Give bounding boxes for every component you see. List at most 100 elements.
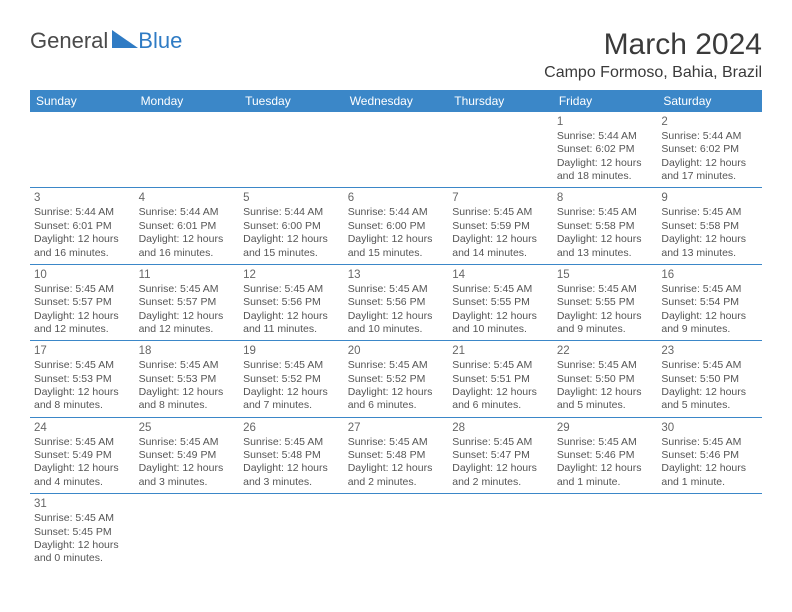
- day-info-line: Sunrise: 5:45 AM: [557, 206, 654, 219]
- day-info-line: and 4 minutes.: [34, 476, 131, 489]
- day-info-line: Sunrise: 5:45 AM: [557, 436, 654, 449]
- day-info-line: Sunrise: 5:45 AM: [139, 359, 236, 372]
- day-info-line: Daylight: 12 hours: [34, 539, 131, 552]
- day-info-line: Sunset: 5:47 PM: [452, 449, 549, 462]
- calendar-cell: 27Sunrise: 5:45 AMSunset: 5:48 PMDayligh…: [344, 417, 449, 493]
- day-info-line: Daylight: 12 hours: [452, 310, 549, 323]
- day-info-line: and 16 minutes.: [139, 247, 236, 260]
- day-info-line: Daylight: 12 hours: [348, 310, 445, 323]
- calendar-row: 1Sunrise: 5:44 AMSunset: 6:02 PMDaylight…: [30, 112, 762, 188]
- day-number: 16: [661, 268, 758, 283]
- day-info-line: Daylight: 12 hours: [452, 233, 549, 246]
- day-info-line: Sunset: 5:48 PM: [348, 449, 445, 462]
- calendar-cell: 23Sunrise: 5:45 AMSunset: 5:50 PMDayligh…: [657, 341, 762, 417]
- calendar-cell: 1Sunrise: 5:44 AMSunset: 6:02 PMDaylight…: [553, 112, 658, 188]
- day-info-line: Daylight: 12 hours: [348, 233, 445, 246]
- day-info-line: Daylight: 12 hours: [557, 310, 654, 323]
- day-info-line: and 7 minutes.: [243, 399, 340, 412]
- title-block: March 2024 Campo Formoso, Bahia, Brazil: [544, 28, 762, 82]
- day-info-line: Sunrise: 5:45 AM: [139, 283, 236, 296]
- logo: General Blue: [30, 28, 182, 54]
- day-info-line: Sunrise: 5:45 AM: [348, 283, 445, 296]
- day-info-line: Daylight: 12 hours: [34, 233, 131, 246]
- calendar-cell: 25Sunrise: 5:45 AMSunset: 5:49 PMDayligh…: [135, 417, 240, 493]
- day-info-line: Sunset: 5:52 PM: [243, 373, 340, 386]
- calendar-cell: 14Sunrise: 5:45 AMSunset: 5:55 PMDayligh…: [448, 264, 553, 340]
- day-number: 31: [34, 497, 131, 512]
- day-info-line: and 12 minutes.: [34, 323, 131, 336]
- day-info-line: Sunset: 6:00 PM: [243, 220, 340, 233]
- day-info-line: Sunrise: 5:45 AM: [243, 436, 340, 449]
- calendar-cell: 26Sunrise: 5:45 AMSunset: 5:48 PMDayligh…: [239, 417, 344, 493]
- calendar-cell: 30Sunrise: 5:45 AMSunset: 5:46 PMDayligh…: [657, 417, 762, 493]
- calendar-cell-empty: [239, 494, 344, 570]
- calendar-row: 24Sunrise: 5:45 AMSunset: 5:49 PMDayligh…: [30, 417, 762, 493]
- day-info-line: Sunset: 6:01 PM: [139, 220, 236, 233]
- topbar: General Blue March 2024 Campo Formoso, B…: [30, 28, 762, 82]
- day-number: 29: [557, 421, 654, 436]
- day-info-line: Sunset: 5:58 PM: [661, 220, 758, 233]
- day-info-line: Sunrise: 5:45 AM: [348, 436, 445, 449]
- calendar-cell-empty: [448, 494, 553, 570]
- day-info-line: Daylight: 12 hours: [557, 157, 654, 170]
- day-info-line: Daylight: 12 hours: [452, 462, 549, 475]
- day-info-line: Sunset: 5:58 PM: [557, 220, 654, 233]
- day-info-line: Daylight: 12 hours: [139, 462, 236, 475]
- day-number: 7: [452, 191, 549, 206]
- day-info-line: and 8 minutes.: [139, 399, 236, 412]
- day-info-line: Sunrise: 5:45 AM: [452, 206, 549, 219]
- day-info-line: Sunrise: 5:45 AM: [452, 436, 549, 449]
- day-info-line: and 11 minutes.: [243, 323, 340, 336]
- day-info-line: and 0 minutes.: [34, 552, 131, 565]
- day-info-line: Sunset: 6:02 PM: [557, 143, 654, 156]
- day-info-line: Daylight: 12 hours: [243, 310, 340, 323]
- calendar-cell-empty: [135, 112, 240, 188]
- day-info-line: Sunset: 5:56 PM: [348, 296, 445, 309]
- weekday-header: Wednesday: [344, 90, 449, 112]
- calendar-cell-empty: [135, 494, 240, 570]
- weekday-header: Sunday: [30, 90, 135, 112]
- day-info-line: and 5 minutes.: [557, 399, 654, 412]
- day-info-line: Sunrise: 5:45 AM: [661, 359, 758, 372]
- day-info-line: and 12 minutes.: [139, 323, 236, 336]
- day-info-line: Sunrise: 5:44 AM: [139, 206, 236, 219]
- day-info-line: Sunset: 5:57 PM: [139, 296, 236, 309]
- day-info-line: Daylight: 12 hours: [139, 386, 236, 399]
- day-info-line: Sunset: 5:50 PM: [557, 373, 654, 386]
- day-info-line: Daylight: 12 hours: [557, 386, 654, 399]
- day-info-line: Daylight: 12 hours: [139, 310, 236, 323]
- calendar-row: 31Sunrise: 5:45 AMSunset: 5:45 PMDayligh…: [30, 494, 762, 570]
- day-info-line: Daylight: 12 hours: [348, 462, 445, 475]
- day-number: 25: [139, 421, 236, 436]
- day-number: 13: [348, 268, 445, 283]
- day-number: 15: [557, 268, 654, 283]
- day-info-line: Sunrise: 5:44 AM: [557, 130, 654, 143]
- day-info-line: and 6 minutes.: [452, 399, 549, 412]
- day-number: 18: [139, 344, 236, 359]
- day-info-line: Sunset: 5:53 PM: [34, 373, 131, 386]
- day-info-line: Sunset: 5:51 PM: [452, 373, 549, 386]
- day-number: 3: [34, 191, 131, 206]
- day-info-line: Sunrise: 5:44 AM: [661, 130, 758, 143]
- day-info-line: Sunrise: 5:44 AM: [243, 206, 340, 219]
- calendar-cell: 20Sunrise: 5:45 AMSunset: 5:52 PMDayligh…: [344, 341, 449, 417]
- day-info-line: Sunrise: 5:45 AM: [348, 359, 445, 372]
- day-info-line: Daylight: 12 hours: [348, 386, 445, 399]
- day-info-line: Sunrise: 5:45 AM: [661, 206, 758, 219]
- day-info-line: Sunset: 5:55 PM: [557, 296, 654, 309]
- page-title: March 2024: [544, 28, 762, 62]
- day-info-line: Daylight: 12 hours: [557, 233, 654, 246]
- day-info-line: Sunrise: 5:44 AM: [348, 206, 445, 219]
- day-number: 5: [243, 191, 340, 206]
- weekday-header: Thursday: [448, 90, 553, 112]
- page-subtitle: Campo Formoso, Bahia, Brazil: [544, 64, 762, 82]
- day-info-line: Sunset: 5:50 PM: [661, 373, 758, 386]
- day-info-line: Sunrise: 5:45 AM: [452, 359, 549, 372]
- day-info-line: Daylight: 12 hours: [34, 386, 131, 399]
- day-info-line: Daylight: 12 hours: [452, 386, 549, 399]
- day-info-line: Sunrise: 5:45 AM: [243, 283, 340, 296]
- day-info-line: and 18 minutes.: [557, 170, 654, 183]
- day-info-line: Sunset: 5:55 PM: [452, 296, 549, 309]
- day-info-line: Daylight: 12 hours: [34, 462, 131, 475]
- day-info-line: Sunrise: 5:45 AM: [452, 283, 549, 296]
